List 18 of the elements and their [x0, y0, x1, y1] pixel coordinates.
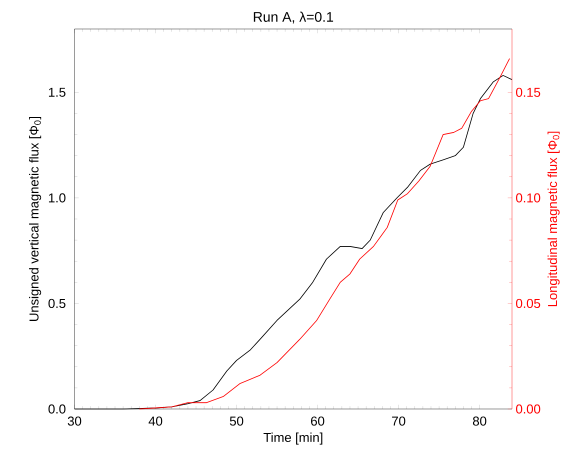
y2-tick-label: 0.10: [516, 193, 540, 202]
x-tick-label: 70: [392, 416, 406, 426]
y-tick-label: 1.0: [48, 193, 66, 202]
chart-title: Run A, λ=0.1: [254, 12, 334, 24]
y2-tick-label: 0.15: [516, 88, 540, 97]
y2-axis-title: Longitudinal magnetic flux [Φ$_{0}$]: [548, 132, 560, 306]
y-tick-label: 0.5: [48, 298, 66, 308]
x-tick-label: 60: [311, 416, 324, 426]
y-tick-label: 1.5: [48, 88, 66, 97]
x-tick-label: 40: [148, 416, 162, 426]
y2-tick-label: 0.00: [516, 404, 540, 414]
x-tick-label: 80: [472, 416, 486, 426]
y2-tick-label: 0.05: [516, 298, 540, 308]
x-axis-title: Time [min]: [264, 432, 322, 445]
x-tick-label: 50: [230, 416, 244, 426]
y-axis-title: Unsigned vertical magnetic flux [Φ$_{0}$]: [29, 116, 42, 321]
x-tick-label: 30: [68, 416, 82, 426]
y-tick-label: 0.0: [48, 404, 66, 414]
